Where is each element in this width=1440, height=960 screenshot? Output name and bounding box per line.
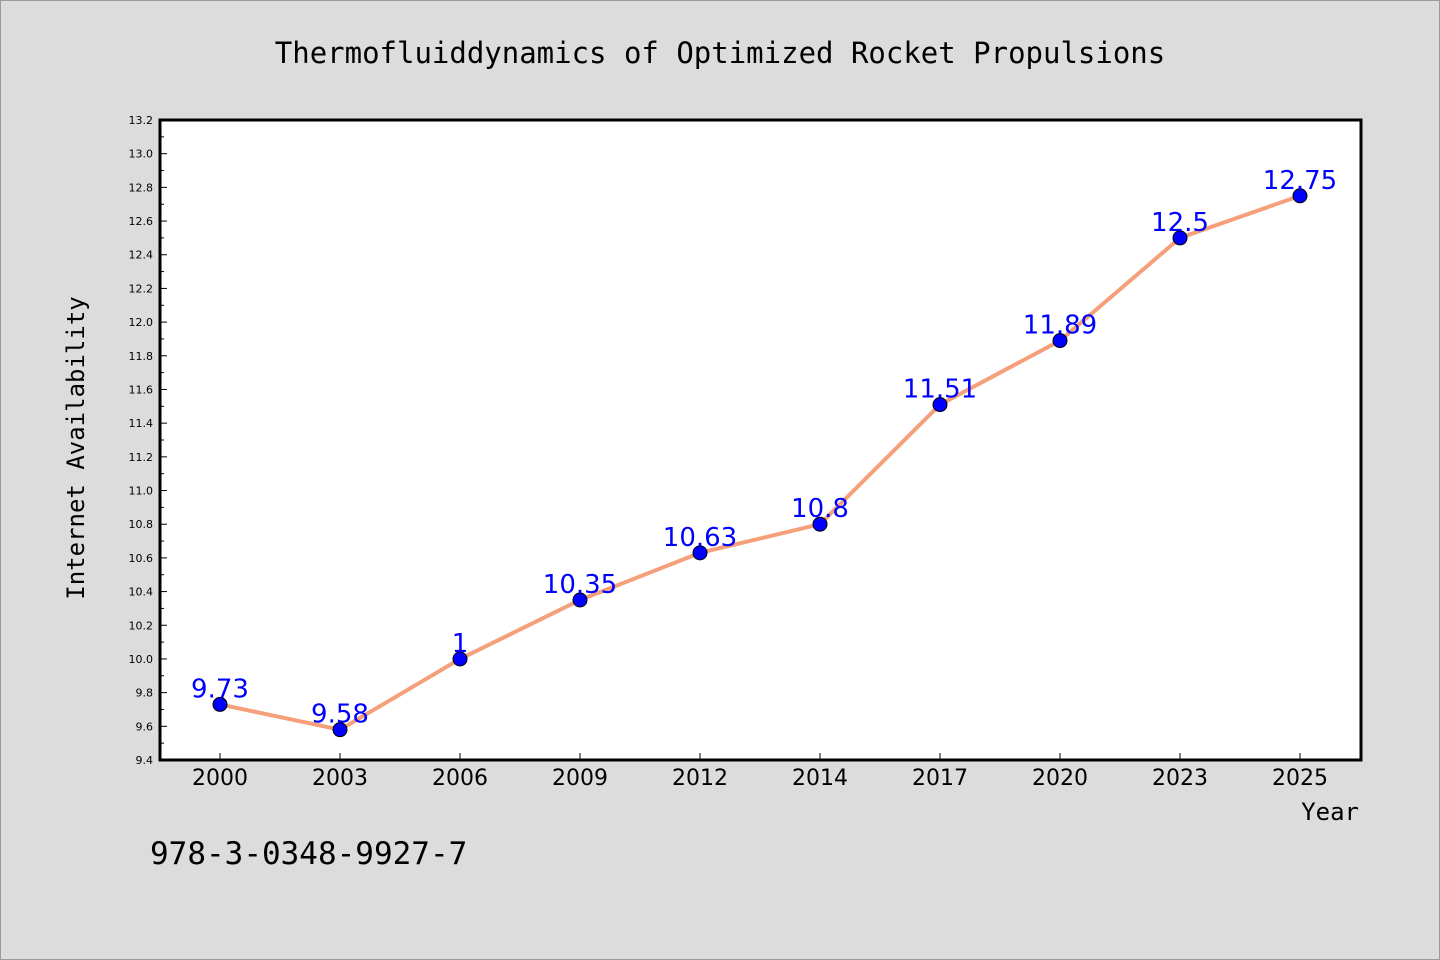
x-tick-label: 2000	[192, 766, 248, 791]
data-point	[572, 592, 588, 608]
y-tick-label: 13.2	[129, 114, 154, 127]
x-axis: 2000 2003 2006 2009 2012 2014 2017 2020 2023 2025	[192, 753, 1328, 791]
data-point	[932, 397, 948, 413]
y-tick-label: 11.8	[129, 350, 154, 363]
y-tick-label: 12.6	[129, 215, 154, 228]
x-tick-label: 2023	[1152, 766, 1208, 791]
y-tick-label: 12.4	[129, 249, 154, 262]
data-label: 9.58	[311, 700, 369, 730]
y-tick-label: 10.8	[129, 518, 154, 531]
x-tick-label: 2014	[792, 766, 848, 791]
plot-area	[158, 118, 1363, 762]
series-line	[218, 193, 1302, 732]
y-tick-label: 12.2	[129, 282, 154, 295]
y-tick-label: 9.6	[136, 720, 154, 733]
data-label: 12.5	[1151, 208, 1209, 238]
data-point	[1052, 333, 1068, 349]
data-point	[1172, 230, 1188, 246]
y-tick-label: 12.8	[129, 181, 154, 194]
x-tick-label: 2025	[1272, 766, 1328, 791]
y-axis: 9.4 9.6 9.8 10.0 10.2 10.4 10.6 10.8 11.0 11.2 11.…	[129, 114, 167, 767]
data-label: 11.51	[903, 375, 977, 405]
y-axis-label: Internet Availability	[62, 296, 90, 599]
data-point	[812, 516, 828, 532]
x-tick-label: 2006	[432, 766, 488, 791]
data-label: 11.89	[1023, 311, 1097, 341]
y-tick-label: 9.4	[136, 754, 154, 767]
data-label: 1	[452, 629, 469, 659]
y-tick-label: 11.2	[129, 451, 154, 464]
x-tick-label: 2020	[1032, 766, 1088, 791]
data-label: 10.35	[543, 570, 617, 600]
chart-title: Thermofluiddynamics of Optimized Rocket …	[275, 36, 1165, 70]
y-tick-label: 11.0	[129, 485, 154, 498]
data-point	[452, 651, 468, 667]
series-layer: 9.73 9.58 1 10.35 10.63 10.8 11.51 11.89 12.5 12.…	[191, 166, 1337, 738]
data-point	[692, 545, 708, 561]
data-label: 9.73	[191, 674, 249, 704]
x-axis-label: Year	[1301, 798, 1359, 826]
y-tick-label: 12.0	[129, 316, 154, 329]
y-tick-label: 10.4	[129, 586, 154, 599]
y-tick-label: 10.2	[129, 619, 154, 632]
x-tick-label: 2017	[912, 766, 968, 791]
x-tick-label: 2009	[552, 766, 608, 791]
isbn-annotation: 978-3-0348-9927-7	[150, 836, 467, 872]
x-tick-label: 2012	[672, 766, 728, 791]
y-tick-label: 11.6	[129, 383, 154, 396]
data-label: 10.63	[663, 523, 737, 553]
data-label: 10.8	[791, 494, 849, 524]
y-tick-label: 11.4	[129, 417, 154, 430]
x-tick-label: 2003	[312, 766, 368, 791]
data-point	[1292, 188, 1308, 204]
data-label: 12.75	[1263, 166, 1337, 196]
y-tick-label: 9.8	[136, 687, 154, 700]
y-tick-label: 10.6	[129, 552, 154, 565]
y-tick-label: 10.0	[129, 653, 154, 666]
data-point	[212, 696, 228, 712]
y-tick-label: 13.0	[129, 148, 154, 161]
data-point	[332, 722, 348, 738]
